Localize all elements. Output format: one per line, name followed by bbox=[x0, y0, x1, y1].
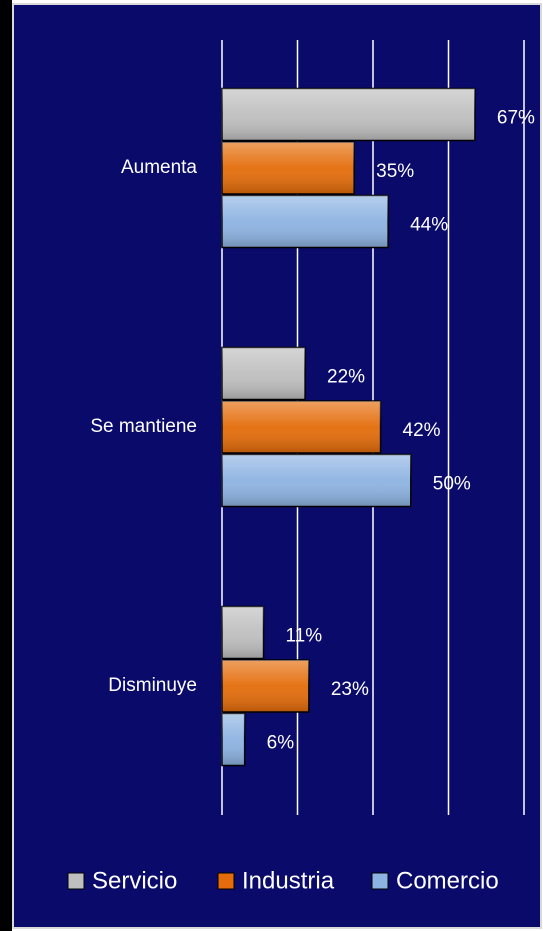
bar bbox=[221, 605, 265, 660]
bar bbox=[221, 141, 355, 195]
category-label: Se mantiene bbox=[90, 416, 197, 437]
bar bbox=[221, 346, 306, 401]
value-label: 67% bbox=[497, 108, 535, 129]
legend-label: Servicio bbox=[92, 867, 177, 894]
bar bbox=[221, 453, 412, 508]
value-label: 6% bbox=[267, 733, 295, 754]
left-frame bbox=[0, 0, 12, 931]
bar bbox=[221, 712, 246, 767]
legend-label: Industria bbox=[242, 867, 335, 894]
bar bbox=[221, 400, 382, 454]
bar bbox=[221, 194, 389, 249]
value-label: 22% bbox=[327, 367, 365, 388]
value-label: 35% bbox=[376, 161, 414, 182]
category-label: Disminuye bbox=[108, 675, 197, 696]
legend-swatch bbox=[371, 872, 389, 890]
legend-label: Comercio bbox=[396, 867, 499, 894]
value-label: 11% bbox=[286, 626, 323, 647]
legend-swatch bbox=[217, 872, 235, 890]
bar bbox=[221, 659, 310, 713]
bar bbox=[221, 87, 476, 142]
value-label: 50% bbox=[433, 474, 471, 495]
value-label: 42% bbox=[403, 420, 441, 441]
legend-swatch bbox=[67, 872, 85, 890]
value-label: 23% bbox=[331, 679, 369, 700]
value-label: 44% bbox=[410, 215, 448, 236]
category-label: Aumenta bbox=[121, 157, 197, 178]
